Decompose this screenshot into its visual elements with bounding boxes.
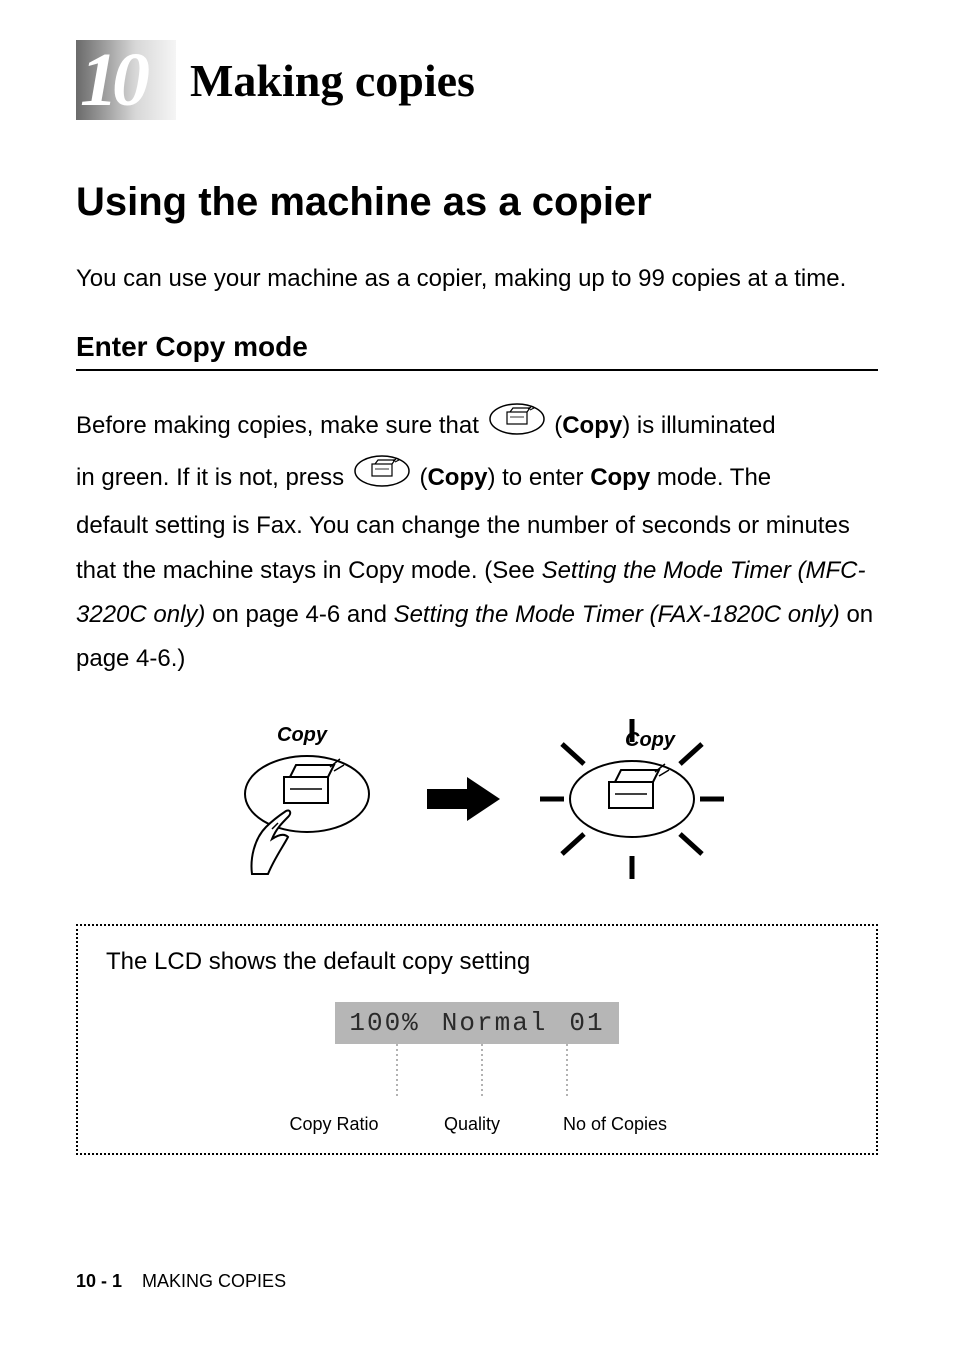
- subsection-paragraph: Before making copies, make sure that (Co…: [76, 401, 878, 681]
- lcd-labels-row: Copy Ratio Quality No of Copies: [106, 1114, 848, 1135]
- text-fragment: Before making copies, make sure that: [76, 412, 486, 439]
- chapter-title: Making copies: [190, 54, 475, 107]
- copy-label: Copy: [427, 464, 487, 491]
- chapter-header: 10 Making copies: [76, 40, 878, 120]
- copy-button-icon: [488, 401, 546, 452]
- subsection-title: Enter Copy mode: [76, 331, 878, 371]
- section-title: Using the machine as a copier: [76, 180, 878, 225]
- chapter-number: 10: [80, 37, 144, 124]
- page-number: 10 - 1: [76, 1271, 122, 1291]
- arrow-icon: [422, 774, 502, 824]
- text-fragment: in green. If it is not, press: [76, 464, 351, 491]
- lcd-description: The LCD shows the default copy setting: [106, 948, 848, 976]
- copy-label: Copy: [562, 412, 622, 439]
- copy-mode-diagram: Copy Copy: [76, 714, 878, 884]
- text-fragment: ) is illuminated: [622, 412, 775, 439]
- lcd-copies-value: 01: [569, 1008, 604, 1038]
- lcd-quality-value: Normal: [442, 1008, 548, 1038]
- copy-label: Copy: [590, 464, 650, 491]
- lcd-ratio-value: 100%: [349, 1008, 419, 1038]
- illuminated-copy-icon: Copy: [532, 714, 732, 884]
- section-intro: You can use your machine as a copier, ma…: [76, 263, 878, 295]
- page-footer: 10 - 1 MAKING COPIES: [76, 1271, 286, 1292]
- text-fragment: on page 4-6 and: [205, 601, 393, 628]
- press-copy-icon: Copy: [222, 719, 392, 879]
- text-fragment: mode. The: [650, 464, 771, 491]
- copy-button-icon: [353, 453, 411, 504]
- chapter-number-badge: 10: [76, 40, 176, 120]
- lcd-connectors: [106, 1044, 848, 1114]
- footer-label: MAKING COPIES: [142, 1271, 286, 1291]
- lcd-info-box: The LCD shows the default copy setting 1…: [76, 924, 878, 1155]
- text-fragment: ) to enter: [487, 464, 590, 491]
- lcd-label-quality: Quality: [432, 1114, 512, 1135]
- lcd-label-ratio: Copy Ratio: [274, 1114, 394, 1135]
- lcd-display: 100% Normal 01: [335, 1002, 618, 1044]
- diagram-label-left: Copy: [277, 724, 328, 746]
- reference-link: Setting the Mode Timer (FAX-1820C only): [394, 601, 840, 628]
- lcd-label-copies: No of Copies: [550, 1114, 680, 1135]
